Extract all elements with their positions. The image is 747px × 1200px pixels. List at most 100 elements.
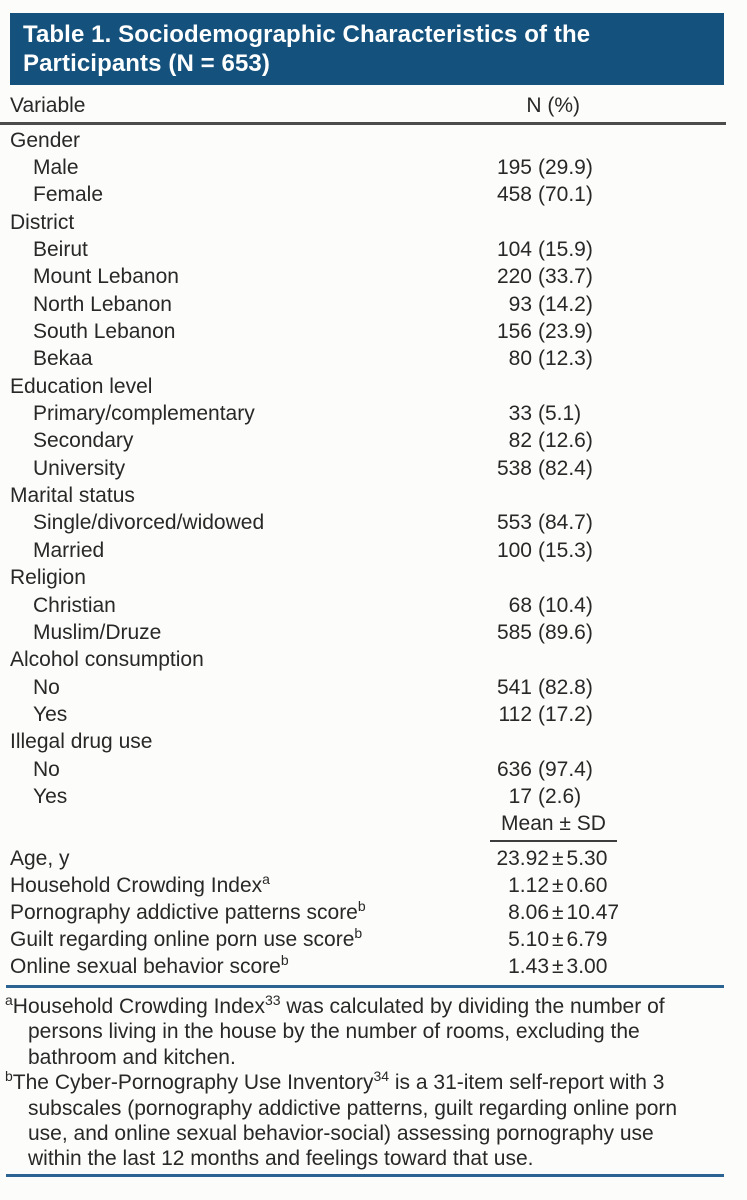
- row-value: 541 (82.8): [496, 675, 593, 699]
- row-value: 23.92 ±5.30: [496, 847, 608, 871]
- row-value: 636 (97.4): [496, 757, 593, 781]
- table-row: Household Crowding Indexa 1.12 ±0.60: [0, 871, 747, 900]
- row-label: Pornography addictive patterns scoreb: [10, 897, 366, 924]
- table-row: Religion: [0, 565, 747, 592]
- table-row: No 541 (82.8): [0, 674, 747, 701]
- mean-sd-section: Age, y 23.92 ±5.30 Household Crowding Ind…: [0, 846, 747, 980]
- table-body: Gender Male 195 (29.9) Female 458 (70.1) Dis…: [0, 127, 747, 811]
- table-row: Beirut 104 (15.9): [0, 236, 747, 263]
- footnote-b: bThe Cyber-Pornography Use Inventory34 i…: [5, 1068, 678, 1171]
- table-row: Single/divorced/widowed 553 (84.7): [0, 510, 747, 537]
- row-label: Alcohol consumption: [10, 648, 204, 672]
- row-value: 553 (84.7): [496, 511, 593, 535]
- row-label: South Lebanon: [33, 320, 176, 344]
- column-header-n-pct: N (%): [526, 94, 580, 117]
- row-value: 100 (15.3): [496, 538, 593, 562]
- table-row: Mount Lebanon 220 (33.7): [0, 264, 747, 291]
- table-row: Age, y 23.92 ±5.30: [0, 846, 747, 873]
- row-label: Married: [33, 538, 105, 562]
- table-row: University 538 (82.4): [0, 455, 747, 482]
- column-header-row: Variable N (%): [0, 88, 726, 125]
- row-label: Beirut: [33, 238, 88, 262]
- table-row: Secondary 82 (12.6): [0, 428, 747, 455]
- table-row: Married 100 (15.3): [0, 537, 747, 564]
- row-value: 1.43 ±3.00: [508, 954, 608, 978]
- column-header-mean-sd: Mean ± SD: [490, 812, 617, 842]
- footnote-marker: b: [280, 951, 289, 968]
- table-row: No 636 (97.4): [0, 756, 747, 783]
- row-label: Religion: [10, 566, 86, 590]
- footnote-marker: b: [5, 1068, 13, 1085]
- reference-number: 33: [264, 992, 281, 1008]
- footnote-a: aHousehold Crowding Index33 was calculat…: [5, 992, 665, 1069]
- row-label: Gender: [10, 128, 81, 152]
- table-row: Gender: [0, 127, 747, 154]
- table-row: Marital status: [0, 482, 747, 509]
- row-value: 195 (29.9): [496, 156, 593, 180]
- row-value: 220 (33.7): [496, 265, 593, 289]
- table-row: Primary/complementary 33 (5.1): [0, 400, 747, 427]
- table-row: Pornography addictive patterns scoreb 8.…: [0, 897, 747, 927]
- row-value: 80 (12.3): [508, 347, 593, 371]
- row-value: 104 (15.9): [496, 238, 593, 262]
- table-row: Alcohol consumption: [0, 647, 747, 674]
- table-row: Illegal drug use: [0, 729, 747, 756]
- table-row: North Lebanon 93 (14.2): [0, 291, 747, 318]
- plus-minus-sign: ±: [552, 927, 564, 951]
- row-label: Marital status: [10, 484, 135, 508]
- reference-number: 34: [373, 1068, 390, 1085]
- footnote-marker: a: [5, 992, 13, 1008]
- column-header-variable: Variable: [10, 94, 86, 117]
- table-row: Bekaa 80 (12.3): [0, 346, 747, 373]
- row-label: District: [10, 210, 75, 234]
- footnote-marker: b: [357, 897, 366, 914]
- row-label: No: [33, 757, 60, 781]
- table-row: Education level: [0, 373, 747, 400]
- row-label: Online sexual behavior scoreb: [10, 951, 289, 978]
- row-label: Male: [33, 156, 79, 180]
- row-value: 5.10 ±6.79: [508, 927, 608, 951]
- table-row: Guilt regarding online porn use scoreb 5…: [0, 926, 747, 953]
- row-label: Yes: [33, 702, 68, 726]
- row-value: 82 (12.6): [508, 429, 593, 453]
- row-label: Secondary: [33, 429, 134, 453]
- row-value: 17 (2.6): [508, 784, 582, 808]
- row-label: Household Crowding Indexa: [10, 871, 270, 898]
- table-row: Christian 68 (10.4): [0, 592, 747, 619]
- table-row: Male 195 (29.9): [0, 154, 747, 181]
- row-label: Muslim/Druze: [33, 620, 162, 644]
- plus-minus-sign: ±: [552, 954, 564, 978]
- footnotes: aHousehold Crowding Index33 was calculat…: [0, 992, 690, 1172]
- row-value: 8.06 ±10.47: [508, 900, 620, 924]
- row-value: 458 (70.1): [496, 183, 593, 207]
- table-row: Female 458 (70.1): [0, 182, 747, 209]
- table-title: Table 1. Sociodemographic Characteristic…: [23, 21, 591, 77]
- row-label: Age, y: [10, 847, 70, 871]
- table-title-banner: Table 1. Sociodemographic Characteristic…: [10, 13, 724, 85]
- table-row: Muslim/Druze 585 (89.6): [0, 619, 747, 646]
- row-label: North Lebanon: [33, 292, 172, 316]
- row-value: 33 (5.1): [508, 402, 582, 426]
- table-row: Online sexual behavior scoreb 1.43 ±3.00: [0, 953, 747, 980]
- footnote-marker: b: [354, 924, 363, 941]
- row-label: Illegal drug use: [10, 730, 153, 754]
- row-value: 93 (14.2): [508, 292, 593, 316]
- footnote-marker: a: [262, 871, 270, 888]
- plus-minus-sign: ±: [552, 900, 564, 924]
- row-label: Single/divorced/widowed: [33, 511, 265, 535]
- row-label: University: [33, 456, 126, 480]
- row-value: 156 (23.9): [496, 320, 593, 344]
- plus-minus-sign: ±: [552, 847, 564, 871]
- table-row: District: [0, 209, 747, 236]
- row-label: Mount Lebanon: [33, 265, 179, 289]
- row-label: Yes: [33, 784, 68, 808]
- bottom-rule: [6, 1174, 724, 1177]
- table-row: South Lebanon 156 (23.9): [0, 318, 747, 345]
- table-row: Yes 112 (17.2): [0, 701, 747, 728]
- row-label: No: [33, 675, 60, 699]
- row-value: 1.12 ±0.60: [508, 874, 608, 898]
- row-label: Guilt regarding online porn use scoreb: [10, 924, 363, 951]
- row-value: 112 (17.2): [498, 702, 593, 726]
- row-label: Primary/complementary: [33, 402, 255, 426]
